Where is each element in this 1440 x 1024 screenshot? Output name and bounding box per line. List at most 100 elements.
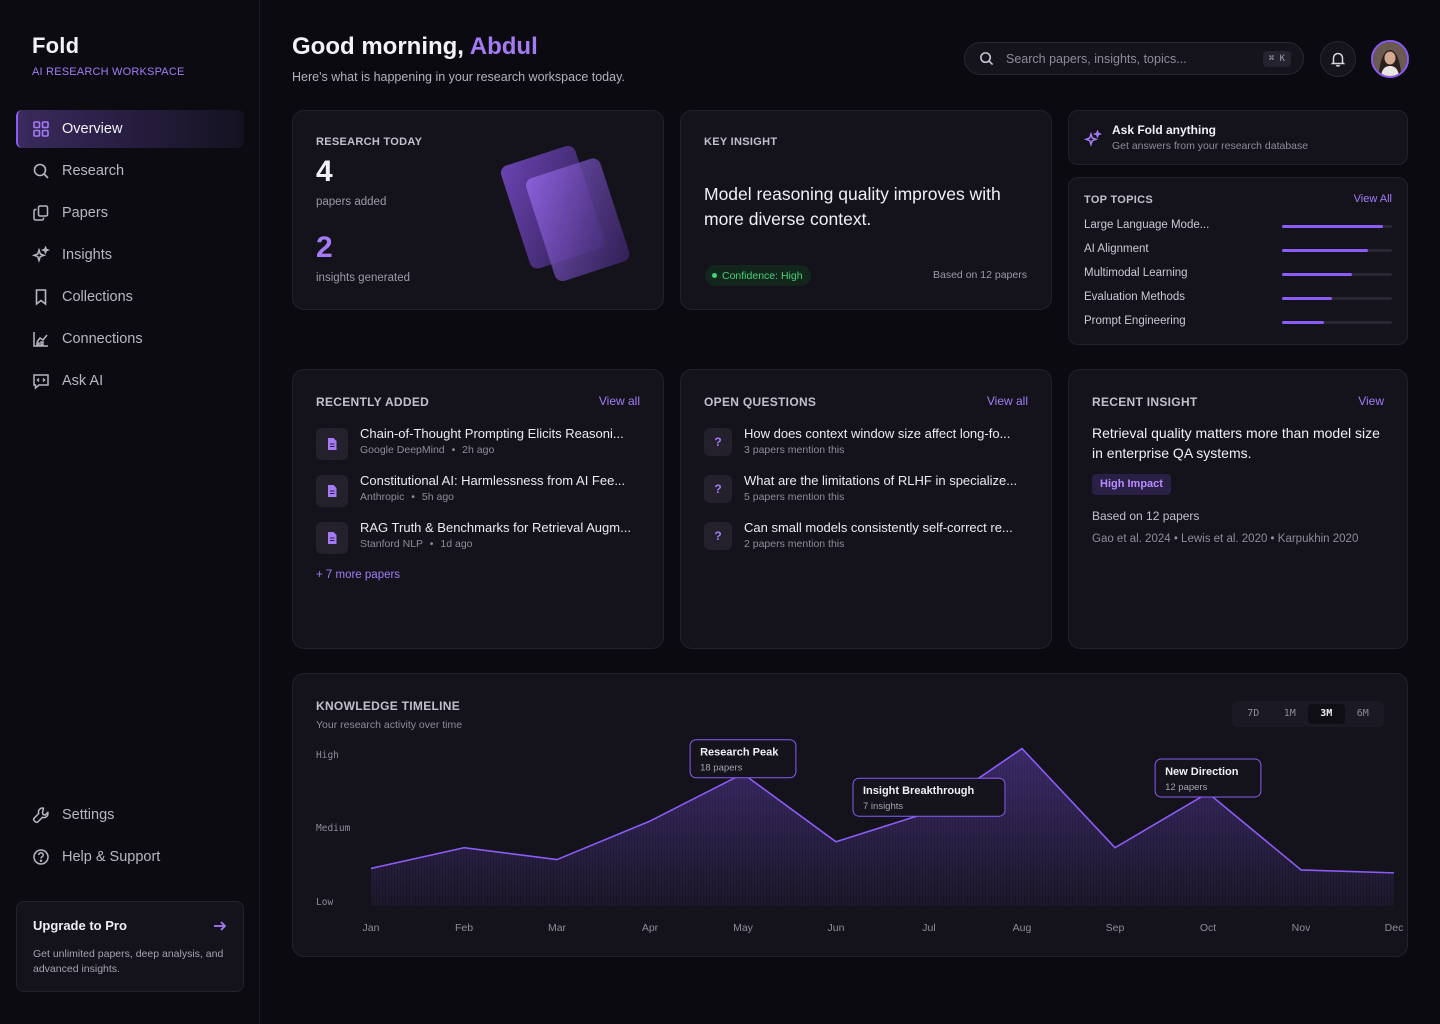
grid-icon [32,120,50,138]
arrow-right-icon[interactable] [213,919,227,937]
topic-row[interactable]: AI Alignment [1084,243,1392,259]
sidebar-item-ask-ai[interactable]: Ask AI [16,362,244,400]
sidebar-item-connections[interactable]: Connections [16,320,244,358]
insights-label: insights generated [316,272,410,284]
papers-icon [32,204,50,222]
question-icon: ? [704,522,732,550]
upgrade-title: Upgrade to Pro [33,918,127,933]
sidebar-item-insights[interactable]: Insights [16,236,244,274]
sidebar-item-label: Help & Support [62,849,161,865]
range-tab-6m[interactable]: 6M [1356,708,1369,719]
topic-name: Prompt Engineering [1084,315,1186,327]
topic-row[interactable]: Evaluation Methods [1084,291,1392,307]
x-tick-label: Jul [922,922,935,934]
x-tick-label: Aug [1013,922,1032,934]
document-icon [316,475,348,507]
sidebar-item-settings[interactable]: Settings [16,796,244,834]
sidebar-item-label: Collections [62,289,133,305]
topic-row[interactable]: Prompt Engineering [1084,315,1392,331]
insights-count: 2 [316,231,333,264]
view-all-papers-link[interactable]: View all [598,394,640,408]
document-icon [316,428,348,460]
x-tick-label: Dec [1385,922,1404,934]
notifications-button[interactable] [1320,41,1356,77]
brand-name[interactable]: Fold [32,33,80,58]
sidebar-item-overview[interactable]: Overview [16,110,244,148]
sidebar-item-help[interactable]: Help & Support [16,838,244,876]
annotation-sub: 7 insights [863,801,903,812]
view-all-topics-link[interactable]: View All [1353,193,1392,205]
sidebar-item-research[interactable]: Research [16,152,244,190]
card-label: TOP TOPICS [1084,194,1154,206]
card-label: RECENTLY ADDED [316,395,430,409]
paper-title: Chain-of-Thought Prompting Elicits Reaso… [360,426,624,441]
question-title: Can small models consistently self-corre… [744,520,1013,535]
topic-name: AI Alignment [1084,243,1149,255]
topic-bar-track [1282,225,1392,228]
list-item[interactable]: ? How does context window size affect lo… [704,426,1024,462]
sidebar-item-label: Insights [62,247,112,263]
chart-icon [32,330,50,348]
paper-meta: Anthropic • 5h ago [360,491,455,503]
confidence-badge: Confidence: High [705,265,811,286]
paper-source: Google DeepMind [360,444,445,456]
avatar-image [1373,42,1407,76]
page-title: Good morning, Abdul [292,33,538,61]
paper-source: Anthropic [360,491,405,503]
ask-fold-card[interactable]: Ask Fold anything Get answers from your … [1068,110,1408,165]
sidebar-item-label: Connections [62,331,143,347]
question-sub: 5 papers mention this [744,491,845,503]
more-papers-link[interactable]: + 7 more papers [316,569,401,581]
paper-title: RAG Truth & Benchmarks for Retrieval Aug… [360,520,631,535]
view-insight-link[interactable]: View [1358,394,1384,408]
paper-time: 5h ago [421,491,455,503]
upgrade-card[interactable]: Upgrade to Pro Get unlimited papers, dee… [16,901,244,992]
topic-name: Large Language Mode... [1084,219,1210,231]
list-item[interactable]: RAG Truth & Benchmarks for Retrieval Aug… [316,520,636,556]
y-tick-label: High [316,750,339,761]
question-sub: 2 papers mention this [744,538,845,550]
annotation-title: Research Peak [700,747,779,759]
range-tab-7d[interactable]: 7D [1247,708,1260,719]
annotation-sub: 18 papers [700,763,743,774]
range-tab-1m[interactable]: 1M [1283,708,1296,719]
search-bar[interactable]: ⌘ K [964,42,1304,75]
card-label: KEY INSIGHT [704,136,778,148]
annotation-title: Insight Breakthrough [863,785,975,797]
paper-title: Constitutional AI: Harmlessness from AI … [360,473,626,488]
sidebar-item-papers[interactable]: Papers [16,194,244,232]
list-item[interactable]: ? Can small models consistently self-cor… [704,520,1024,556]
knowledge-timeline-card: KNOWLEDGE TIMELINE Your research activit… [292,673,1408,957]
list-item[interactable]: Constitutional AI: Harmlessness from AI … [316,473,636,509]
topic-bar-fill [1282,321,1324,324]
paper-source: Stanford NLP [360,538,423,550]
card-subtitle: Your research activity over time [316,719,463,731]
range-tabs: 7D 1M 3M 6M [1232,701,1384,727]
range-tab-3m[interactable]: 3M [1308,704,1345,724]
status-dot-icon [712,273,717,278]
question-sub: 3 papers mention this [744,444,845,456]
topic-row[interactable]: Multimodal Learning [1084,267,1392,283]
sidebar-bottom-nav: Settings Help & Support [16,796,244,880]
y-tick-label: Low [316,897,333,908]
list-item[interactable]: Chain-of-Thought Prompting Elicits Reaso… [316,426,636,462]
topic-row[interactable]: Large Language Mode... [1084,219,1392,235]
key-insight-card[interactable]: KEY INSIGHT Model reasoning quality impr… [680,110,1052,310]
view-all-questions-link[interactable]: View all [986,394,1028,408]
paper-meta: Stanford NLP • 1d ago [360,538,473,550]
recent-insight-text: Retrieval quality matters more than mode… [1092,425,1380,461]
sidebar-item-collections[interactable]: Collections [16,278,244,316]
annotation-box [852,777,1006,817]
list-item[interactable]: ? What are the limitations of RLHF in sp… [704,473,1024,509]
sidebar-item-label: Ask AI [62,373,104,389]
topic-bar-track [1282,321,1392,324]
sidebar: Fold AI RESEARCH WORKSPACE Overview Rese… [0,0,260,1024]
topic-bar-fill [1282,273,1353,276]
avatar[interactable] [1371,40,1409,78]
key-insight-text: Model reasoning quality improves with mo… [704,184,1001,229]
stacked-cards-illustration [500,145,630,282]
x-tick-label: Nov [1292,922,1311,934]
search-input[interactable] [1006,51,1246,66]
annotation-sub: 12 papers [1165,782,1208,793]
recently-added-card: RECENTLY ADDED View all Chain-of-Thought… [292,369,664,649]
